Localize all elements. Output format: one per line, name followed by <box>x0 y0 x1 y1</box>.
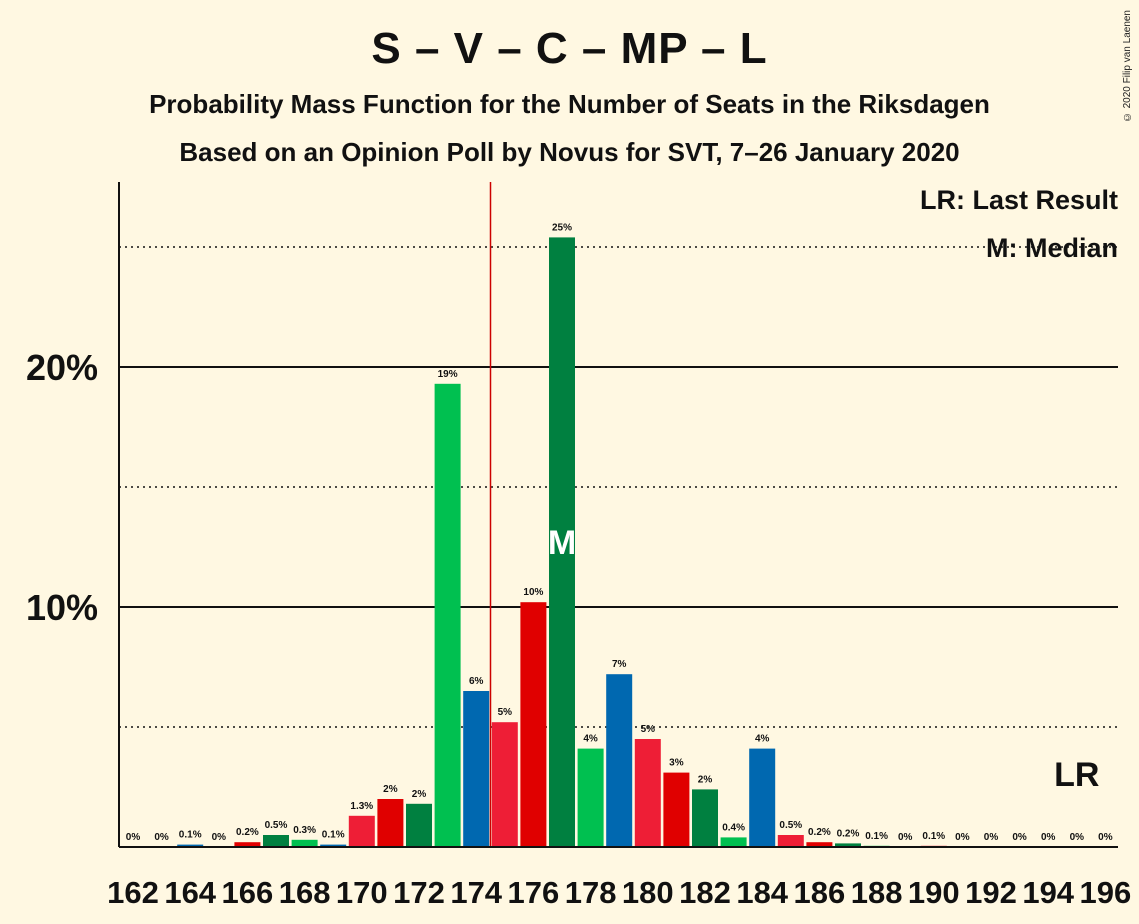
bar-173 <box>434 383 461 847</box>
bar-label-183: 0.4% <box>722 822 745 833</box>
bar-166 <box>234 842 261 847</box>
bars <box>177 237 947 847</box>
x-tick-170: 170 <box>336 875 388 910</box>
bar-label-168: 0.3% <box>293 825 316 836</box>
bar-170 <box>348 815 375 847</box>
chart-title: S – V – C – MP – L <box>371 24 768 73</box>
last-result-marker: LR <box>1054 756 1099 794</box>
bar-label-162: 0% <box>126 832 141 843</box>
x-tick-178: 178 <box>565 875 617 910</box>
x-tick-180: 180 <box>622 875 674 910</box>
y-tick-10: 10% <box>26 587 98 628</box>
legend-last-result: LR: Last Result <box>920 185 1118 215</box>
bar-label-193: 0% <box>1012 832 1027 843</box>
bar-177 <box>549 237 575 847</box>
bar-169 <box>320 844 347 847</box>
bar-172 <box>406 803 432 847</box>
bar-label-165: 0% <box>212 832 227 843</box>
bar-label-191: 0% <box>955 832 970 843</box>
bar-label-171: 2% <box>383 784 398 795</box>
bar-label-182: 2% <box>698 774 713 785</box>
bar-label-163: 0% <box>154 832 169 843</box>
x-tick-184: 184 <box>736 875 788 910</box>
x-tick-188: 188 <box>851 875 903 910</box>
bar-label-196: 0% <box>1098 832 1113 843</box>
bar-164 <box>177 844 204 847</box>
bar-label-185: 0.5% <box>779 820 802 831</box>
bar-label-175: 5% <box>498 707 513 718</box>
bar-label-176: 10% <box>523 587 543 598</box>
x-tick-186: 186 <box>794 875 846 910</box>
bar-171 <box>377 799 404 847</box>
x-tick-194: 194 <box>1022 875 1074 910</box>
x-tick-166: 166 <box>222 875 274 910</box>
bar-label-172: 2% <box>412 789 427 800</box>
bar-175 <box>491 722 518 847</box>
x-axis-tick-labels: 162 164 166 168 170 172 174 176 178 180 182 184 186 1… <box>107 875 1131 910</box>
bar-181 <box>663 772 690 847</box>
x-tick-172: 172 <box>393 875 445 910</box>
bar-label-195: 0% <box>1070 832 1085 843</box>
bar-label-174: 6% <box>469 676 484 687</box>
x-tick-192: 192 <box>965 875 1017 910</box>
bar-label-167: 0.5% <box>265 820 288 831</box>
chart-subtitle-poll: Based on an Opinion Poll by Novus for SV… <box>179 137 960 167</box>
bar-176 <box>520 602 547 847</box>
x-tick-162: 162 <box>107 875 159 910</box>
bar-167 <box>263 835 289 847</box>
bar-185 <box>777 835 804 847</box>
y-tick-20: 20% <box>26 347 98 388</box>
median-marker: M <box>548 524 576 562</box>
bar-179 <box>606 674 633 847</box>
bar-186 <box>806 842 833 847</box>
bar-label-179: 7% <box>612 659 627 670</box>
x-tick-190: 190 <box>908 875 960 910</box>
bar-187 <box>835 843 861 847</box>
bar-180 <box>634 739 661 847</box>
bar-label-192: 0% <box>984 832 999 843</box>
bar-label-166: 0.2% <box>236 827 259 838</box>
x-tick-196: 196 <box>1080 875 1132 910</box>
bar-174 <box>463 691 490 847</box>
bar-label-173: 19% <box>438 369 458 380</box>
x-tick-182: 182 <box>679 875 731 910</box>
bar-label-180: 5% <box>641 724 656 735</box>
bar-label-194: 0% <box>1041 832 1056 843</box>
x-tick-176: 176 <box>508 875 560 910</box>
bar-label-170: 1.3% <box>350 801 373 812</box>
x-tick-164: 164 <box>164 875 216 910</box>
y-axis-tick-labels: 10% 20% <box>26 347 98 628</box>
bar-value-labels: 0% 0% 0.1% 0% 0.2% 0.5% 0.3% 0.1% 1.3% 2% 2% 19% 6% 5… <box>126 222 1113 843</box>
bar-182 <box>692 789 718 847</box>
x-tick-174: 174 <box>450 875 502 910</box>
bar-label-164: 0.1% <box>179 830 202 841</box>
bar-label-169: 0.1% <box>322 830 345 841</box>
bar-184 <box>749 748 776 847</box>
bar-label-188: 0.1% <box>865 831 888 842</box>
bar-label-187: 0.2% <box>837 828 860 839</box>
legend-median: M: Median <box>986 233 1118 263</box>
axes <box>118 182 1118 848</box>
chart-subtitle: Probability Mass Function for the Number… <box>149 89 990 119</box>
bar-178 <box>577 748 604 847</box>
x-tick-168: 168 <box>279 875 331 910</box>
bar-183 <box>720 837 747 847</box>
bar-label-184: 4% <box>755 734 770 745</box>
bar-label-189: 0% <box>898 832 913 843</box>
bar-label-190: 0.1% <box>922 831 945 842</box>
bar-label-177: 25% <box>552 222 572 233</box>
bar-label-186: 0.2% <box>808 827 831 838</box>
bar-168 <box>291 839 318 847</box>
bar-label-178: 4% <box>583 734 598 745</box>
bar-label-181: 3% <box>669 758 684 769</box>
